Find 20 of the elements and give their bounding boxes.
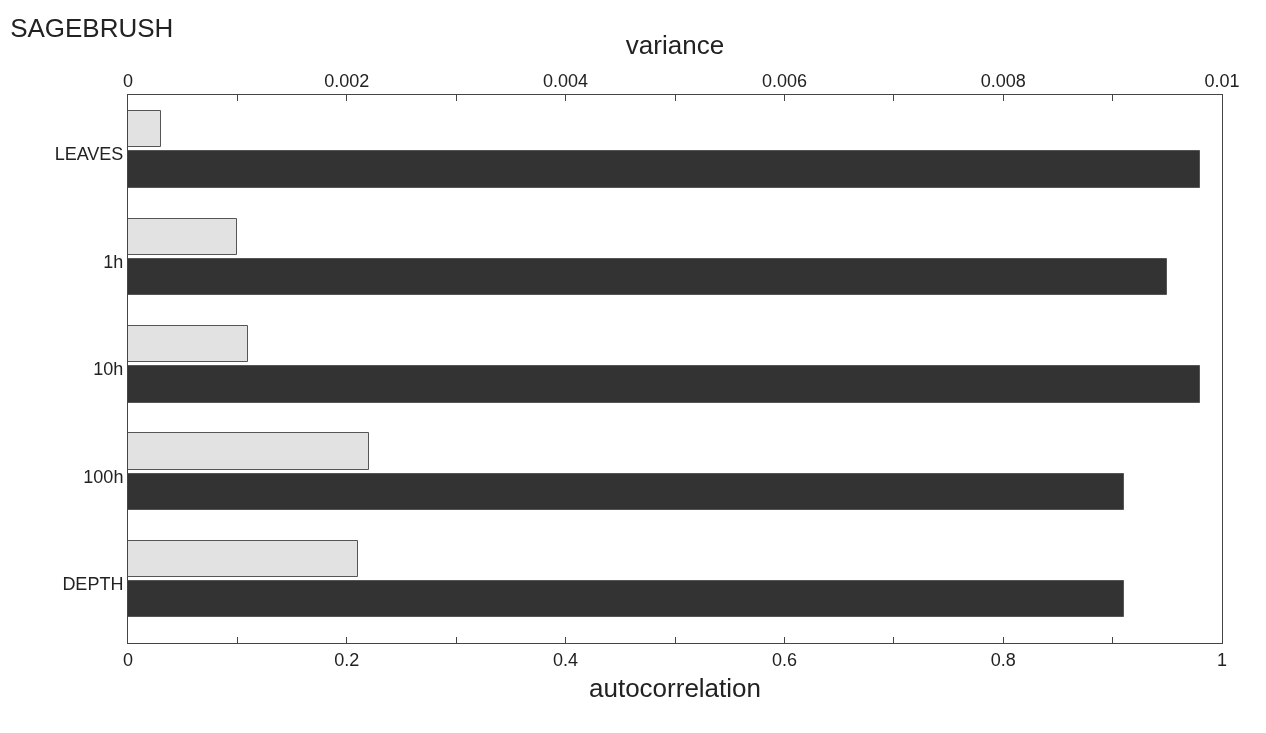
- x2-tick-label: 0.006: [761, 70, 807, 91]
- x2-tick-label: 0.002: [324, 70, 370, 91]
- x-tick-label: 0: [122, 649, 134, 670]
- x2-tick-label: 0.004: [543, 70, 589, 91]
- y-tick-label: 10h: [93, 359, 124, 380]
- x-tick-label: 0.4: [553, 649, 579, 670]
- y-tick-label: DEPTH: [62, 574, 124, 595]
- chart-title: SAGEBRUSH: [10, 12, 174, 43]
- y-tick-label: 1h: [103, 251, 124, 272]
- x2-tick-label: 0.01: [1204, 70, 1240, 91]
- x2-tick-label: 0: [122, 70, 134, 91]
- x-tick-label: 0.8: [990, 649, 1016, 670]
- x2-axis-title: variance: [625, 30, 725, 61]
- y-tick-label: 100h: [83, 466, 124, 487]
- x-axis-title: autocorrelation: [589, 673, 761, 704]
- x-tick-label: 0.6: [771, 649, 797, 670]
- y-tick-label: LEAVES: [54, 144, 124, 165]
- x-tick-label: 1: [1216, 649, 1228, 670]
- x2-tick-label: 0.008: [980, 70, 1026, 91]
- x-tick-label: 0.2: [334, 649, 360, 670]
